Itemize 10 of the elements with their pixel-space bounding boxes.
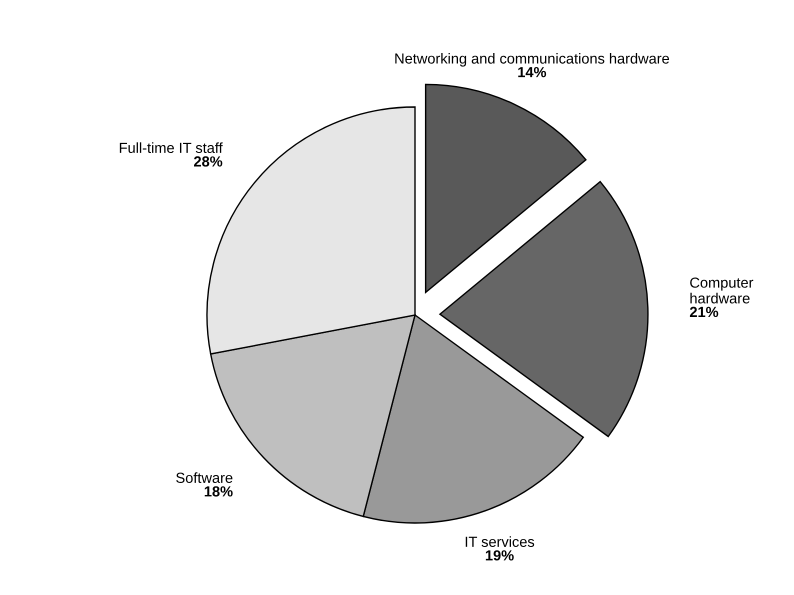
data-label: 19% (486, 550, 514, 561)
data-label: 28% (194, 156, 222, 167)
data-label: 14% (518, 66, 546, 78)
slice-label: Software (176, 472, 232, 483)
slice-label: Networking and communications hardware (395, 52, 670, 67)
slice-label: Computer hardware (690, 277, 754, 304)
slice-label: IT services (466, 536, 534, 547)
slice-label: Full-time IT staff (120, 142, 223, 154)
data-label: 18% (204, 486, 233, 497)
data-label: 21% (690, 306, 718, 318)
